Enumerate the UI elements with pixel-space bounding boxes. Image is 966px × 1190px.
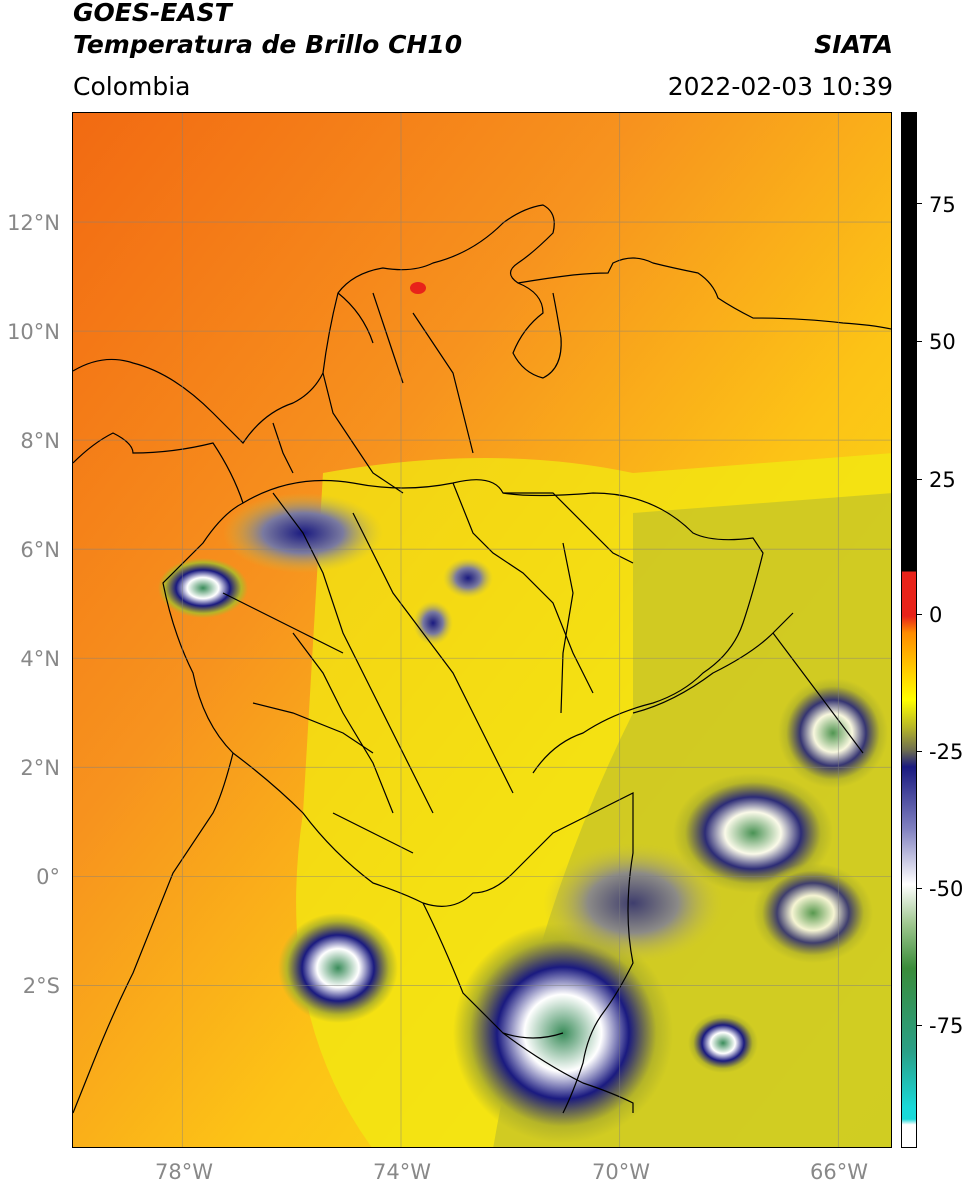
lat-label-2s: 2°S: [22, 974, 60, 998]
lon-label-66w: 66°W: [810, 1160, 868, 1184]
colorbar-label-minus75: -75: [929, 1014, 964, 1038]
colorbar-tick: [917, 341, 922, 342]
colorbar-tick: [917, 751, 922, 752]
lon-label-70w: 70°W: [592, 1160, 650, 1184]
colorbar-label-0: 0: [929, 603, 943, 627]
lat-label-4n: 4°N: [20, 647, 60, 671]
region-label: Colombia: [73, 72, 191, 101]
convective-cell: [278, 913, 398, 1023]
lat-label-6n: 6°N: [20, 538, 60, 562]
colorbar-label-minus50: -50: [929, 877, 964, 901]
lat-label-10n: 10°N: [7, 320, 60, 344]
lat-label-8n: 8°N: [20, 429, 60, 453]
colorbar-label-50: 50: [929, 330, 956, 354]
colorbar-tick: [917, 888, 922, 889]
lat-label-12n: 12°N: [7, 211, 60, 235]
convective-cell: [688, 1013, 758, 1073]
colorbar-label-75: 75: [929, 193, 956, 217]
convective-cell: [543, 843, 723, 963]
colorbar-tick: [917, 1025, 922, 1026]
colorbar-tick: [917, 479, 922, 480]
lon-label-78w: 78°W: [155, 1160, 213, 1184]
convective-cell: [443, 558, 493, 598]
brightness-temperature-map: [72, 112, 892, 1148]
colorbar: [901, 112, 917, 1148]
agency-label: SIATA: [814, 30, 893, 59]
convective-cell: [673, 773, 833, 893]
convective-cell: [753, 863, 873, 963]
convective-cell: [413, 601, 453, 645]
colorbar-tick: [917, 614, 922, 615]
colorbar-label-25: 25: [929, 468, 956, 492]
convective-cell: [158, 558, 248, 618]
convective-cell: [778, 678, 888, 788]
warm-spot: [410, 282, 426, 294]
product-title: Temperatura de Brillo CH10: [73, 30, 463, 59]
satellite-title: GOES-EAST: [73, 0, 232, 27]
lat-label-0: 0°: [36, 865, 60, 889]
colorbar-tick: [917, 203, 922, 204]
datetime-label: 2022-02-03 10:39: [667, 72, 893, 101]
colorbar-label-minus25: -25: [929, 740, 964, 764]
lat-label-2n: 2°N: [20, 756, 60, 780]
lon-label-74w: 74°W: [373, 1160, 431, 1184]
